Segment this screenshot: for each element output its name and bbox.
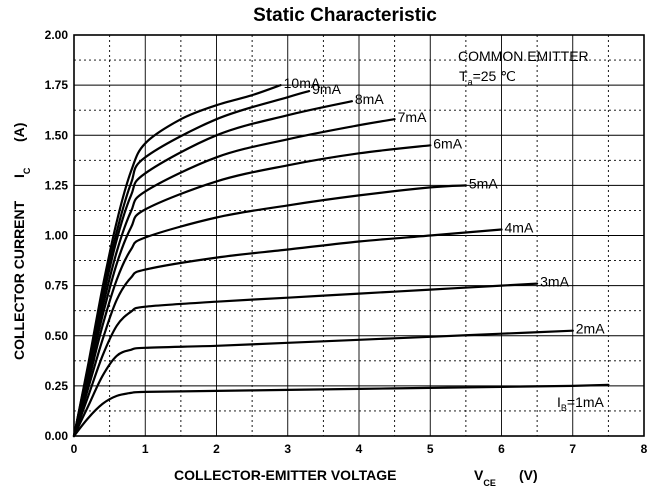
y-axis-symbol-sub: C [22, 167, 32, 174]
y-tick-label: 0.75 [45, 279, 69, 293]
y-tick-label: 2.00 [45, 28, 69, 42]
annotation-line2: Ta=25 ℃ [459, 68, 516, 87]
y-axis-label: COLLECTOR CURRENT [11, 200, 27, 360]
x-tick-label: 0 [71, 442, 78, 456]
y-axis-label-group: COLLECTOR CURRENT IC (A) [11, 123, 32, 360]
annotation-line1: COMMON EMITTER [458, 48, 589, 64]
curve-label-8mA: 8mA [355, 91, 384, 107]
y-tick-label: 1.75 [45, 78, 69, 92]
annotation-line2-rest: =25 ℃ [473, 68, 516, 84]
x-tick-label: 7 [569, 442, 576, 456]
y-tick-label: 0.25 [45, 379, 69, 393]
x-axis-label: COLLECTOR-EMITTER VOLTAGE [174, 467, 396, 483]
x-tick-label: 1 [142, 442, 149, 456]
x-tick-label: 4 [356, 442, 363, 456]
curve-label-7mA: 7mA [398, 109, 427, 125]
y-tick-label: 1.00 [45, 229, 69, 243]
x-tick-label: 6 [498, 442, 505, 456]
curve-label-6mA: 6mA [433, 135, 462, 151]
y-tick-label: 0.50 [45, 329, 69, 343]
x-tick-label: 2 [213, 442, 220, 456]
y-tick-label: 1.50 [45, 128, 69, 142]
curve-label-4mA: 4mA [505, 219, 534, 235]
y-axis-unit: (A) [11, 123, 27, 142]
x-tick-label: 3 [284, 442, 291, 456]
curve-3mA [74, 284, 537, 436]
curve-label-10mA: 10mA [284, 75, 321, 91]
y-axis-symbol: IC [11, 167, 32, 178]
x-tick-label: 8 [641, 442, 647, 456]
chart-title: Static Characteristic [253, 5, 437, 26]
y-tick-label: 0.00 [45, 429, 69, 443]
curve-1mA [74, 385, 608, 436]
x-axis-symbol-sub: CE [483, 478, 496, 488]
y-tick-label: 1.25 [45, 178, 69, 192]
x-tick-label: 5 [427, 442, 434, 456]
curve-label-1mA: IB=1mA [557, 394, 605, 413]
curve-label-3mA: 3mA [540, 274, 569, 290]
x-axis-symbol: VCE [474, 467, 496, 488]
curve-label-2mA: 2mA [576, 321, 605, 337]
curve-label-5mA: 5mA [469, 175, 498, 191]
x-axis-unit: (V) [519, 467, 538, 483]
